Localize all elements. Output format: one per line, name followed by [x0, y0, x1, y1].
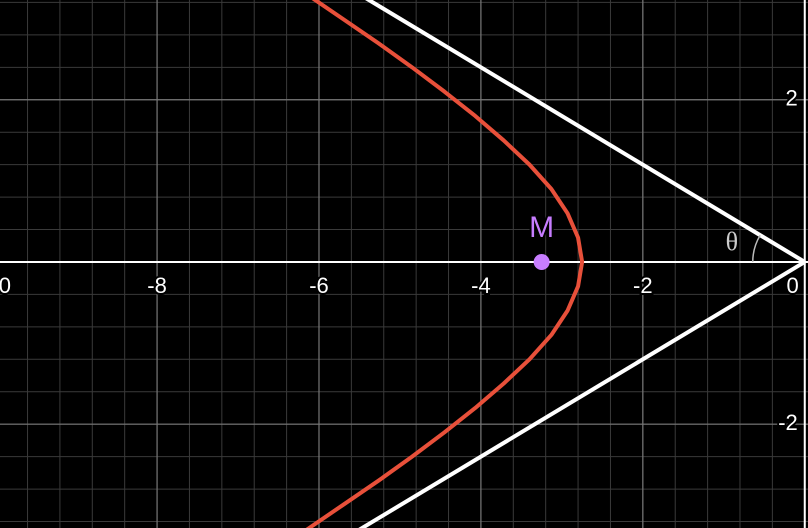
- angle-arc: [752, 234, 761, 262]
- x-tick-label: -10: [0, 273, 11, 298]
- point: [533, 253, 550, 270]
- x-tick-label: -4: [471, 273, 491, 298]
- x-tick-label: 0: [787, 273, 799, 298]
- y-tick-label: 2: [786, 86, 798, 111]
- y-tick-label: -2: [778, 410, 798, 435]
- x-tick-label: -6: [309, 273, 329, 298]
- x-tick-label: -2: [633, 273, 653, 298]
- annotation: θ: [726, 227, 738, 256]
- curve: [365, 0, 806, 264]
- x-tick-label: -8: [147, 273, 167, 298]
- point-label: M: [529, 211, 554, 244]
- curve: [305, 0, 585, 528]
- curve: [358, 260, 806, 528]
